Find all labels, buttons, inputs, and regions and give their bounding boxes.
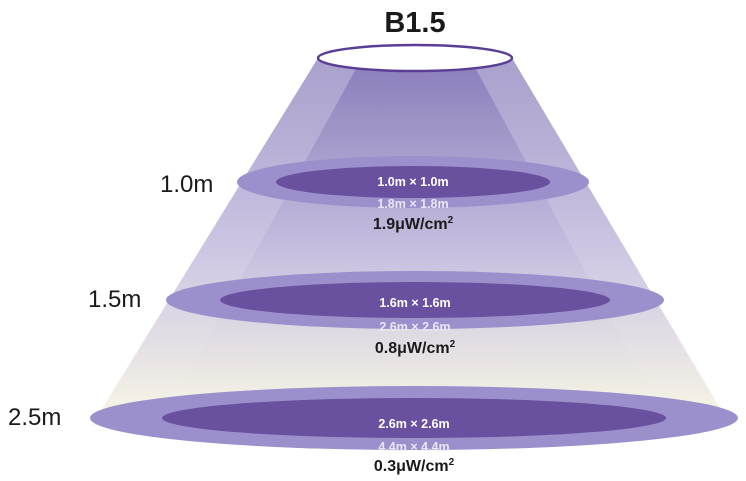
inner-area-label: 1.0m × 1.0m (377, 175, 448, 189)
distance-label: 1.0m (160, 171, 213, 198)
irradiance-label: 0.3μW/cm2 (374, 457, 455, 475)
inner-area-label: 2.6m × 2.6m (378, 417, 449, 431)
distance-label: 1.5m (88, 286, 141, 313)
light-beam-left-facet (92, 58, 362, 425)
lamp-head-icon (316, 43, 514, 73)
outer-area-label: 2.6m × 2.6m (379, 320, 450, 334)
coverage-level-3: 2.5m 2.6m × 2.6m 4.4m × 4.4m 0.3μW/cm2 (8, 386, 738, 475)
irradiance-label: 0.8μW/cm2 (375, 339, 456, 357)
light-beam-right-facet (470, 58, 730, 425)
diagram-title: B1.5 (384, 7, 445, 39)
inner-coverage-ring (162, 398, 666, 438)
outer-area-label: 1.8m × 1.8m (377, 197, 448, 211)
coverage-level-1: 1.0m 1.0m × 1.0m 1.8m × 1.8m 1.9μW/cm2 (160, 156, 589, 233)
coverage-level-2: 1.5m 1.6m × 1.6m 2.6m × 2.6m 0.8μW/cm2 (88, 271, 664, 357)
light-beam-cone (92, 58, 730, 425)
inner-area-label: 1.6m × 1.6m (379, 296, 450, 310)
inner-coverage-ring (276, 166, 550, 198)
outer-area-label: 4.4m × 4.4m (378, 440, 449, 454)
inner-coverage-ring (220, 282, 610, 318)
distance-label: 2.5m (8, 404, 61, 431)
irradiance-label: 1.9μW/cm2 (373, 215, 454, 233)
